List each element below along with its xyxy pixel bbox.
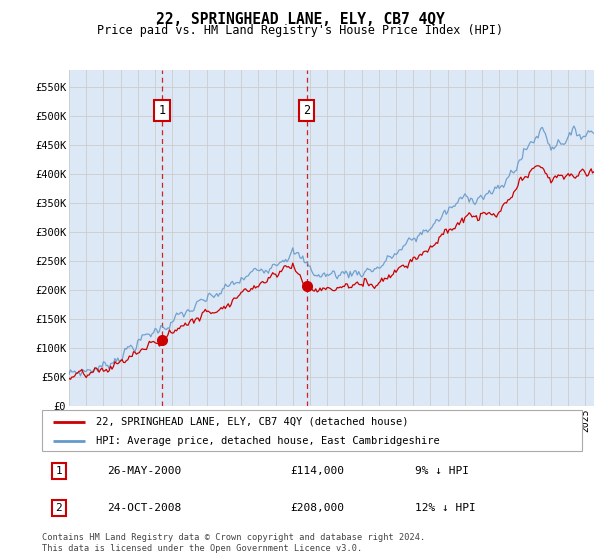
Text: 2: 2 xyxy=(303,104,310,117)
Text: £114,000: £114,000 xyxy=(290,466,344,476)
Text: HPI: Average price, detached house, East Cambridgeshire: HPI: Average price, detached house, East… xyxy=(96,436,440,446)
Text: 22, SPRINGHEAD LANE, ELY, CB7 4QY (detached house): 22, SPRINGHEAD LANE, ELY, CB7 4QY (detac… xyxy=(96,417,409,427)
Text: 24-OCT-2008: 24-OCT-2008 xyxy=(107,503,181,513)
Text: 9% ↓ HPI: 9% ↓ HPI xyxy=(415,466,469,476)
Text: 12% ↓ HPI: 12% ↓ HPI xyxy=(415,503,475,513)
Text: £208,000: £208,000 xyxy=(290,503,344,513)
Text: 26-MAY-2000: 26-MAY-2000 xyxy=(107,466,181,476)
FancyBboxPatch shape xyxy=(42,410,582,451)
Text: 2: 2 xyxy=(56,503,62,513)
Text: Price paid vs. HM Land Registry's House Price Index (HPI): Price paid vs. HM Land Registry's House … xyxy=(97,24,503,37)
Text: 1: 1 xyxy=(56,466,62,476)
Text: Contains HM Land Registry data © Crown copyright and database right 2024.
This d: Contains HM Land Registry data © Crown c… xyxy=(42,533,425,553)
Text: 22, SPRINGHEAD LANE, ELY, CB7 4QY: 22, SPRINGHEAD LANE, ELY, CB7 4QY xyxy=(155,12,445,27)
Text: 1: 1 xyxy=(158,104,166,117)
